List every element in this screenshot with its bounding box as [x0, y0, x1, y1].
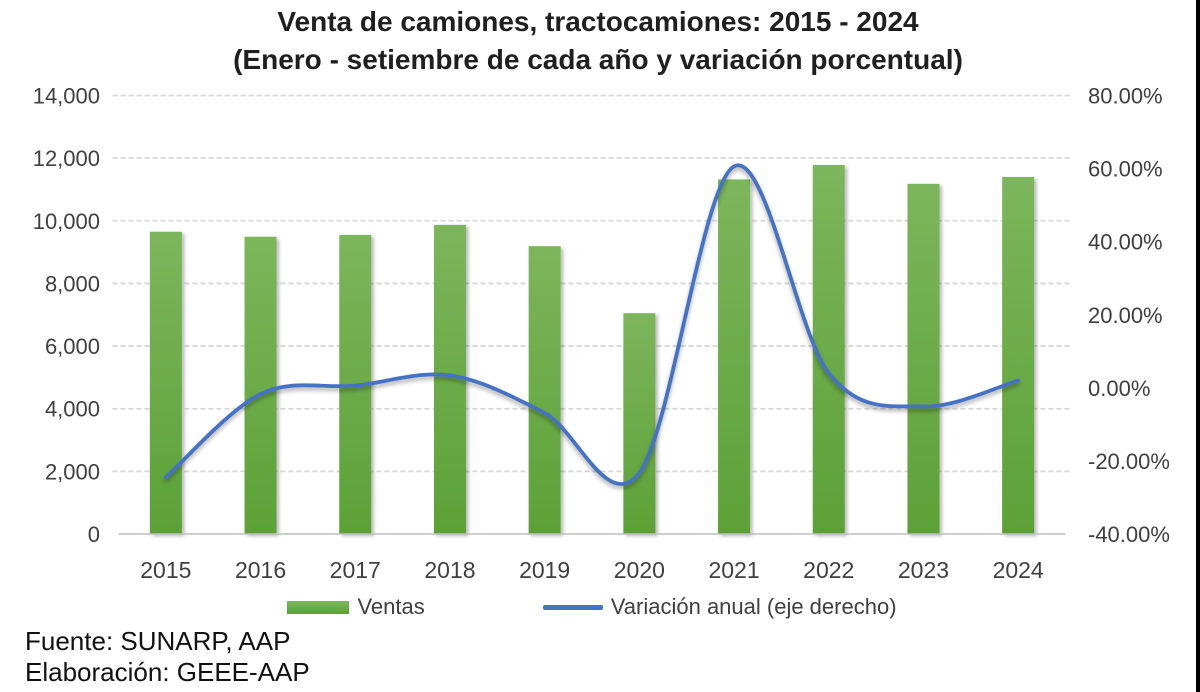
- x-tick-label: 2021: [708, 557, 759, 583]
- elaboration-line: Elaboración: GEEE-AAP: [25, 657, 310, 687]
- y-right-tick-label: 0.00%: [1088, 376, 1150, 401]
- y-left-tick-label: 12,000: [33, 146, 100, 171]
- legend: Ventas Variación anual (eje derecho): [118, 592, 1066, 622]
- y-left-tick-label: 0: [88, 522, 100, 547]
- bar-2019: [528, 246, 561, 534]
- y-right-tick-label: 20.00%: [1088, 303, 1163, 328]
- ventas-bar-swatch: [287, 600, 350, 614]
- y-right-tick-label: -40.00%: [1088, 522, 1170, 547]
- source-line: Fuente: SUNARP, AAP: [25, 626, 291, 656]
- right-border: [1196, 0, 1200, 692]
- y-right-tick-label: 60.00%: [1088, 157, 1163, 182]
- y-left-tick-label: 2,000: [45, 459, 100, 484]
- x-tick-label: 2022: [803, 557, 854, 583]
- bar-2016: [244, 236, 277, 534]
- y-left-tick-label: 14,000: [33, 84, 100, 109]
- y-right-tick-label: 80.00%: [1088, 84, 1163, 109]
- variacion-label: Variación anual (eje derecho): [610, 594, 897, 619]
- x-tick-label: 2023: [898, 557, 949, 583]
- y-left-tick-label: 4,000: [45, 397, 100, 422]
- y-right-tick-label: 40.00%: [1088, 230, 1163, 255]
- bar-2022: [812, 165, 845, 534]
- variacion-line: [163, 163, 1021, 486]
- bar-2021: [718, 179, 751, 535]
- bar-2018: [433, 224, 466, 535]
- x-tick-label: 2015: [140, 557, 191, 583]
- footer: Fuente: SUNARP, AAP Elaboración: GEEE-AA…: [25, 626, 310, 688]
- x-tick-label: 2020: [614, 557, 665, 583]
- x-tick-label: 2019: [519, 557, 570, 583]
- y-right-tick-label: -20.00%: [1088, 449, 1170, 474]
- x-tick-label: 2016: [235, 557, 286, 583]
- legend-item-variacion: Variación anual (eje derecho): [542, 594, 897, 620]
- x-tick-label: 2018: [424, 557, 475, 583]
- bar-2020: [623, 313, 656, 534]
- legend-item-ventas: Ventas: [287, 594, 425, 620]
- y-left-tick-label: 8,000: [45, 271, 100, 296]
- bar-2015: [149, 231, 182, 534]
- title-block: Venta de camiones, tractocamiones: 2015 …: [0, 2, 1196, 79]
- x-tick-label: 2024: [993, 557, 1044, 583]
- bar-2023: [907, 183, 940, 535]
- chart-title: Venta de camiones, tractocamiones: 2015 …: [277, 6, 919, 37]
- bar-2024: [1002, 176, 1035, 534]
- chart-subtitle: (Enero - setiembre de cada año y variaci…: [233, 44, 963, 75]
- variacion-line-swatch: [542, 604, 603, 610]
- y-left-tick-label: 10,000: [33, 209, 100, 234]
- y-left-tick-label: 6,000: [45, 334, 100, 359]
- x-tick-label: 2017: [330, 557, 381, 583]
- ventas-label: Ventas: [357, 594, 425, 619]
